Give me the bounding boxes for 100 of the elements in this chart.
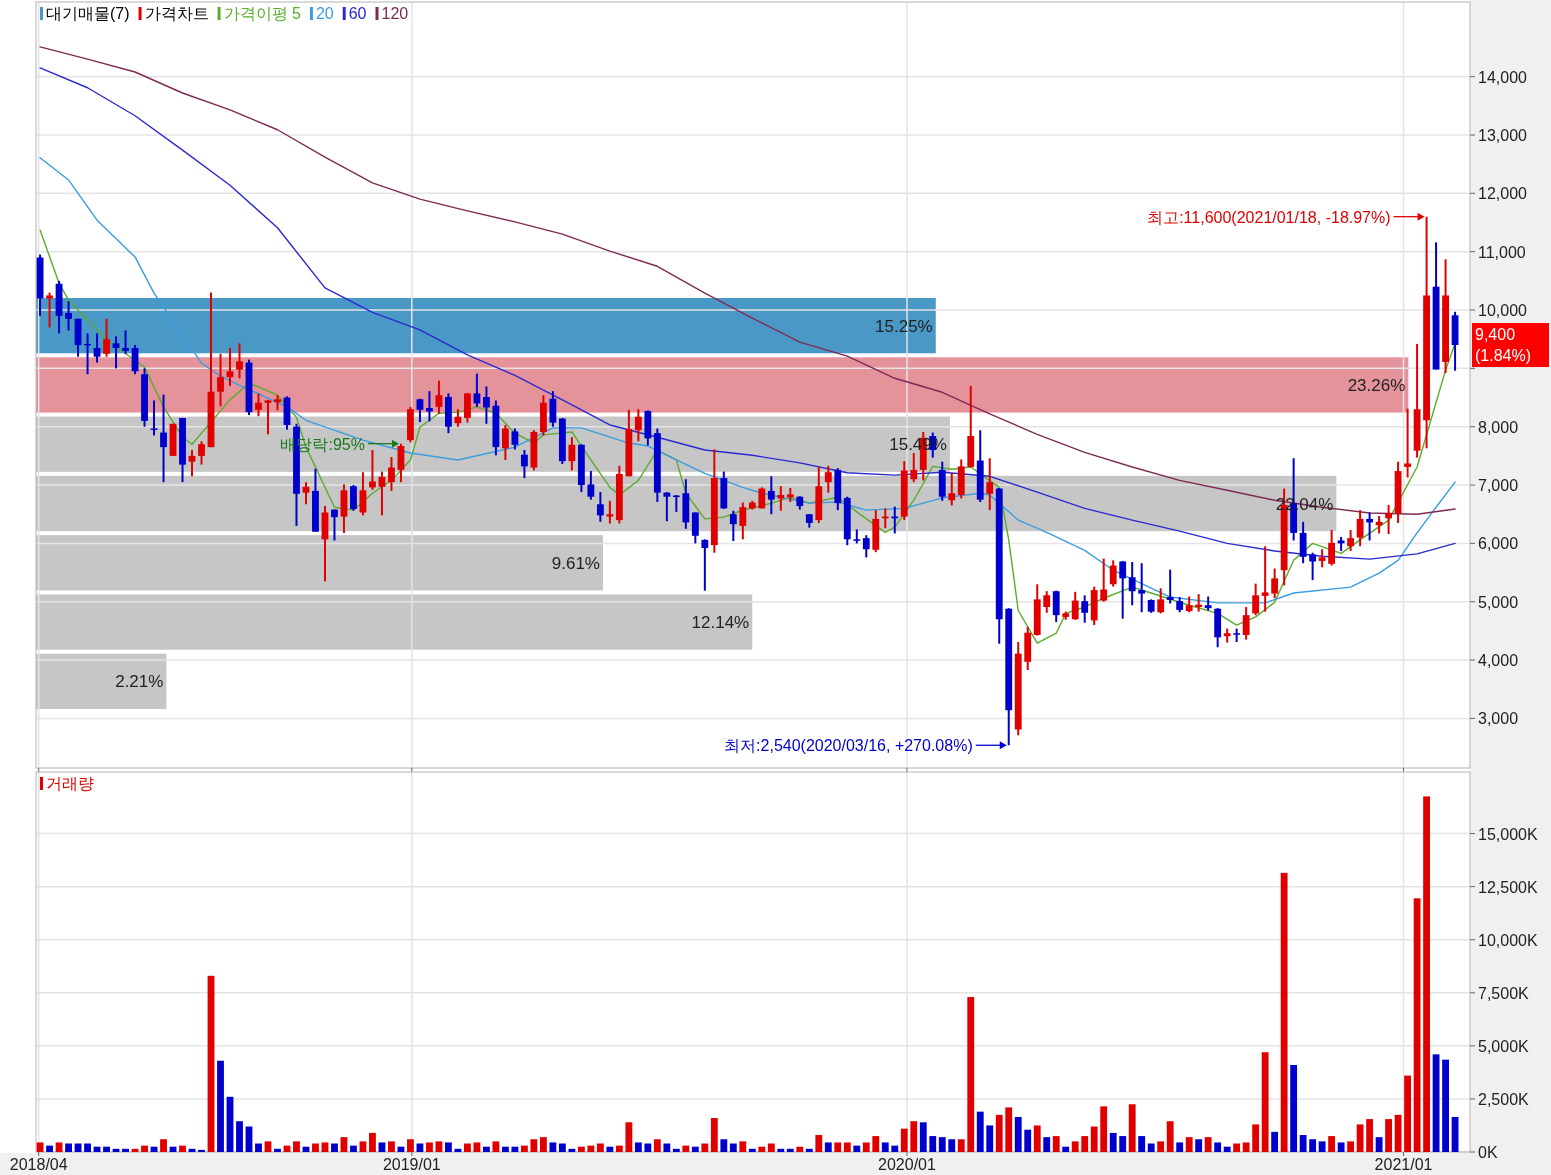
y-tick-label: 11,000 — [1478, 243, 1526, 261]
legend-label: 가격차트 — [144, 5, 209, 22]
bar — [862, 1142, 870, 1152]
y-tick-label: 12,000 — [1478, 185, 1528, 203]
bar — [492, 1141, 500, 1152]
bar — [843, 1142, 851, 1152]
bar — [1024, 1129, 1032, 1152]
candlestick — [302, 481, 310, 506]
bar — [1147, 1143, 1155, 1152]
bar — [312, 1143, 319, 1152]
data-label: 9.61% — [551, 553, 600, 573]
candlestick — [549, 390, 557, 428]
bar — [910, 1121, 918, 1152]
bar — [701, 1143, 709, 1152]
candlestick — [1071, 590, 1079, 621]
bar — [264, 1141, 272, 1152]
bar — [691, 1146, 699, 1152]
candlestick — [606, 499, 614, 525]
bar — [1375, 1137, 1383, 1152]
bar — [122, 1148, 129, 1152]
candlestick — [568, 436, 576, 472]
candlestick — [1242, 605, 1250, 641]
bar — [1005, 1107, 1013, 1152]
bar — [881, 1142, 889, 1152]
candlestick — [767, 475, 775, 516]
bar — [236, 1121, 243, 1152]
bar — [141, 1145, 148, 1152]
bar — [967, 997, 975, 1152]
x-tick-label: 2018/04 — [9, 1156, 68, 1173]
y-tick-label: 0K — [1478, 1144, 1498, 1161]
bar — [1223, 1146, 1231, 1152]
y-tick-label: 14,000 — [1478, 68, 1528, 86]
bar — [84, 1143, 91, 1152]
legend-label: 거래량 — [46, 775, 94, 792]
bar — [834, 1142, 842, 1152]
y-tick-label: 10,000K — [1478, 931, 1538, 949]
candlestick — [587, 470, 595, 501]
bar — [1337, 1142, 1345, 1152]
bar — [1128, 1104, 1136, 1152]
bar — [558, 1143, 566, 1152]
bar — [1033, 1125, 1041, 1152]
candlestick — [511, 427, 519, 451]
bar — [1413, 898, 1421, 1152]
bar — [539, 1137, 547, 1152]
bar — [1109, 1132, 1117, 1152]
bar — [644, 1143, 652, 1152]
bar — [1309, 1139, 1317, 1152]
bar — [625, 1122, 633, 1152]
y-tick-label: 15,000K — [1478, 825, 1538, 843]
y-tick-label: 7,000 — [1478, 477, 1519, 495]
data-label: 23.26% — [1347, 375, 1406, 395]
candlestick — [103, 317, 110, 358]
bar — [464, 1143, 471, 1152]
bar — [948, 1139, 956, 1152]
x-tick-label: 2021/01 — [1374, 1156, 1433, 1173]
candlestick — [122, 329, 129, 355]
candlestick — [986, 457, 994, 512]
bar — [359, 1141, 367, 1152]
bar — [986, 1125, 994, 1152]
candlestick — [1299, 520, 1307, 565]
bar — [445, 1142, 452, 1152]
y-tick-label: 10,000 — [1478, 302, 1528, 320]
bar — [1442, 1059, 1449, 1152]
bar — [995, 1114, 1003, 1152]
candlestick — [739, 501, 747, 541]
bar — [796, 1146, 804, 1152]
bar — [255, 1143, 262, 1152]
bar — [36, 594, 753, 650]
bar — [501, 1146, 509, 1152]
candlestick — [596, 491, 604, 523]
bar — [1138, 1136, 1146, 1152]
bar — [1299, 1135, 1307, 1152]
candlestick — [501, 423, 509, 461]
bar — [55, 1142, 63, 1152]
bar — [663, 1143, 671, 1152]
candlestick — [1109, 559, 1117, 588]
y-tick-label: 2,500K — [1478, 1090, 1530, 1108]
candlestick — [150, 399, 158, 437]
bar — [1195, 1139, 1203, 1152]
data-label: 2.21% — [115, 672, 164, 692]
candlestick — [226, 346, 234, 387]
y-tick-label: 3,000 — [1478, 710, 1519, 728]
bar — [198, 1149, 205, 1152]
bar — [1290, 1064, 1298, 1152]
bar — [511, 1146, 519, 1152]
bar — [46, 1145, 53, 1152]
candlestick — [46, 291, 53, 329]
y-tick-label: 8,000 — [1478, 418, 1519, 436]
legend-label: 가격이평 5 — [223, 5, 302, 22]
bar — [805, 1148, 813, 1152]
bar — [672, 1148, 680, 1152]
candlestick — [1404, 407, 1412, 479]
bar — [217, 1060, 224, 1152]
candlestick — [1356, 509, 1364, 548]
x-tick-label: 2019/01 — [382, 1156, 441, 1173]
bar — [350, 1145, 357, 1152]
candlestick — [634, 408, 642, 443]
candlestick — [1309, 551, 1317, 582]
candlestick — [520, 449, 528, 480]
candlestick — [1043, 590, 1051, 614]
